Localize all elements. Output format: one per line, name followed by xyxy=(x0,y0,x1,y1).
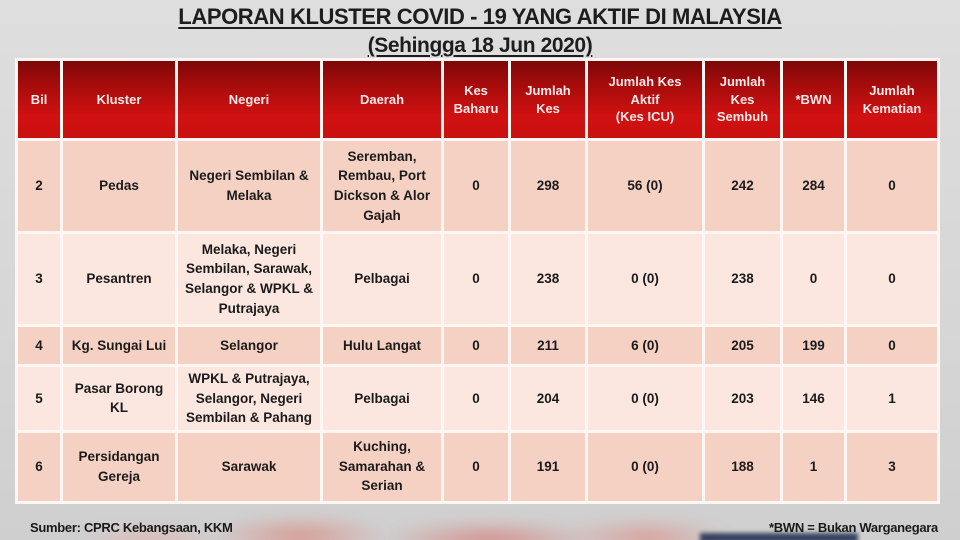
cell-jumlah-kes-sembuh: 188 xyxy=(705,432,780,501)
cell-jumlah-kematian: 0 xyxy=(847,327,937,364)
cell-kes-baharu: 0 xyxy=(444,234,508,324)
cell-jumlah-kes-aktif: 0 (0) xyxy=(588,367,702,430)
cell-bil: 3 xyxy=(18,234,60,324)
column-header-jumlah-kes-aktif: Jumlah Kes Aktif (Kes ICU) xyxy=(588,61,702,138)
cell-jumlah-kes-sembuh: 205 xyxy=(705,327,780,364)
cell-bil: 6 xyxy=(18,432,60,501)
cell-negeri: WPKL & Putrajaya, Selangor, Negeri Sembi… xyxy=(178,367,320,430)
cell-jumlah-kes-sembuh: 238 xyxy=(705,234,780,324)
cell-negeri: Melaka, Negeri Sembilan, Sarawak, Selang… xyxy=(178,234,320,324)
report-title: LAPORAN KLUSTER COVID - 19 YANG AKTIF DI… xyxy=(0,4,960,58)
cell-jumlah-kes-aktif: 0 (0) xyxy=(588,432,702,501)
cell-negeri: Sarawak xyxy=(178,432,320,501)
cell-jumlah-kes-aktif: 56 (0) xyxy=(588,141,702,231)
cell-bwn: 1 xyxy=(783,432,844,501)
cell-bwn: 0 xyxy=(783,234,844,324)
column-header-bil: Bil xyxy=(18,61,60,138)
table-row-pasar-borong-kl: 5 Pasar Borong KL WPKL & Putrajaya, Sela… xyxy=(18,367,937,430)
cell-kes-baharu: 0 xyxy=(444,432,508,501)
cell-jumlah-kes: 191 xyxy=(511,432,585,501)
cell-negeri: Negeri Sembilan & Melaka xyxy=(178,141,320,231)
cell-daerah: Seremban, Rembau, Port Dickson & Alor Ga… xyxy=(323,141,441,231)
cell-jumlah-kes-sembuh: 242 xyxy=(705,141,780,231)
cell-jumlah-kes: 211 xyxy=(511,327,585,364)
cell-kluster: Kg. Sungai Lui xyxy=(63,327,175,364)
table-row-persidangan-gereja: 6 Persidangan Gereja Sarawak Kuching, Sa… xyxy=(18,432,937,501)
table-row-pesantren: 3 Pesantren Melaka, Negeri Sembilan, Sar… xyxy=(18,234,937,324)
column-header-daerah: Daerah xyxy=(323,61,441,138)
cell-daerah: Pelbagai xyxy=(323,234,441,324)
cell-bil: 4 xyxy=(18,327,60,364)
cluster-report-table: Bil Kluster Negeri Daerah Kes Baharu Jum… xyxy=(15,58,940,504)
cell-jumlah-kes-aktif: 6 (0) xyxy=(588,327,702,364)
column-header-jumlah-kes: Jumlah Kes xyxy=(511,61,585,138)
cell-kes-baharu: 0 xyxy=(444,367,508,430)
column-header-negeri: Negeri xyxy=(178,61,320,138)
cell-kluster: Pedas xyxy=(63,141,175,231)
column-header-kes-baharu: Kes Baharu xyxy=(444,61,508,138)
background-photo-blur xyxy=(380,520,600,540)
cell-jumlah-kematian: 0 xyxy=(847,141,937,231)
cell-daerah: Hulu Langat xyxy=(323,327,441,364)
cell-jumlah-kes: 298 xyxy=(511,141,585,231)
column-header-jumlah-kematian: Jumlah Kematian xyxy=(847,61,937,138)
cell-jumlah-kematian: 1 xyxy=(847,367,937,430)
cell-kluster: Pasar Borong KL xyxy=(63,367,175,430)
table-header-row: Bil Kluster Negeri Daerah Kes Baharu Jum… xyxy=(18,61,937,138)
cell-kluster: Pesantren xyxy=(63,234,175,324)
cell-jumlah-kes: 204 xyxy=(511,367,585,430)
background-photo-blur xyxy=(80,524,220,540)
cell-bwn: 146 xyxy=(783,367,844,430)
cell-bil: 5 xyxy=(18,367,60,430)
cell-bil: 2 xyxy=(18,141,60,231)
cell-bwn: 284 xyxy=(783,141,844,231)
table-row-pedas: 2 Pedas Negeri Sembilan & Melaka Seremba… xyxy=(18,141,937,231)
background-photo-blur xyxy=(210,516,390,540)
cell-kluster: Persidangan Gereja xyxy=(63,432,175,501)
source-note: Sumber: CPRC Kebangsaan, KKM xyxy=(30,520,233,535)
cell-daerah: Pelbagai xyxy=(323,367,441,430)
cell-kes-baharu: 0 xyxy=(444,327,508,364)
column-header-bwn: *BWN xyxy=(783,61,844,138)
cell-kes-baharu: 0 xyxy=(444,141,508,231)
cell-jumlah-kematian: 0 xyxy=(847,234,937,324)
cell-bwn: 199 xyxy=(783,327,844,364)
cell-jumlah-kes-aktif: 0 (0) xyxy=(588,234,702,324)
cell-negeri: Selangor xyxy=(178,327,320,364)
page-title: LAPORAN KLUSTER COVID - 19 YANG AKTIF DI… xyxy=(178,4,782,29)
background-photo-navy-strip xyxy=(700,533,858,540)
column-header-kluster: Kluster xyxy=(63,61,175,138)
column-header-jumlah-kes-sembuh: Jumlah Kes Sembuh xyxy=(705,61,780,138)
page-subtitle-date: (Sehingga 18 Jun 2020) xyxy=(367,34,593,57)
cell-jumlah-kes: 238 xyxy=(511,234,585,324)
cell-jumlah-kematian: 3 xyxy=(847,432,937,501)
background-photo-blur xyxy=(560,518,730,540)
cell-jumlah-kes-sembuh: 203 xyxy=(705,367,780,430)
table-row-kg-sungai-lui: 4 Kg. Sungai Lui Selangor Hulu Langat 0 … xyxy=(18,327,937,364)
cell-daerah: Kuching, Samarahan & Serian xyxy=(323,432,441,501)
bwn-legend-note: *BWN = Bukan Warganegara xyxy=(769,520,938,535)
